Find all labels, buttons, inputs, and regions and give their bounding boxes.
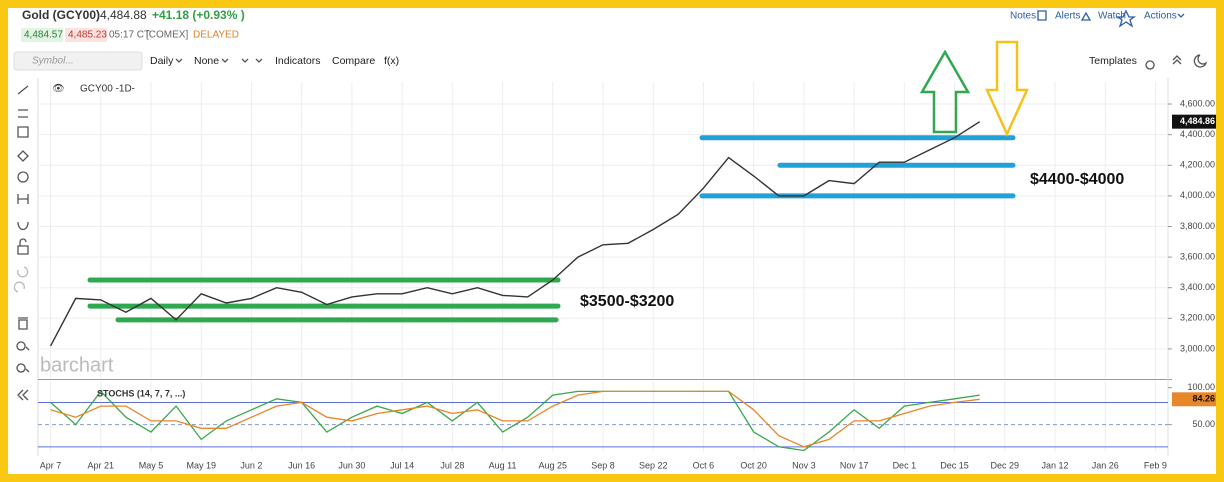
annotation: $4400-$4000 [1030,171,1124,188]
undo-redo [13,266,29,293]
x-tick-label: May 5 [139,460,164,470]
toolbar-icons [175,54,1208,70]
x-tick-label: Dec 1 [893,460,917,470]
y-tick-label: 4,200.00 [1180,160,1215,170]
compare[interactable]: Compare [332,55,375,67]
x-tick-label: Sep 22 [639,460,668,470]
interval[interactable]: Daily [150,55,174,67]
y-tick-label: 3,200.00 [1180,313,1215,323]
y-tick-label: 4,400.00 [1180,129,1215,139]
series-line [49,121,981,347]
x-tick-label: Jun 16 [288,460,315,470]
x-tick-label: Aug 25 [539,460,568,470]
price-change: +41.18 (+0.93% ) [152,8,245,22]
indicators[interactable]: Indicators [275,55,321,67]
last-price: 4,484.88 [100,8,147,22]
watch[interactable]: Watch [1098,11,1126,22]
x-tick-label: Jan 12 [1041,460,1068,470]
price-legend: GCY00 -1D- [80,84,135,95]
x-tick-label: Jul 28 [440,460,464,470]
x-tick-label: Jan 26 [1092,460,1119,470]
ask-bg [65,28,107,42]
x-tick-label: Nov 3 [792,460,816,470]
last-value-tag [1172,392,1216,407]
watermark: barchart [40,354,114,376]
aggregation[interactable]: None [194,55,219,67]
search-box[interactable] [13,51,143,71]
actions-menu[interactable]: Actions [1144,11,1177,22]
x-tick-label: Nov 17 [840,460,869,470]
y-tick-label: 50.00 [1192,419,1215,429]
function[interactable]: f(x) [384,55,399,67]
y-tick-label: 4,600.00 [1180,98,1215,108]
y-tick-label: 3,800.00 [1180,221,1215,231]
header-icons [1037,9,1185,28]
y-tick-label: 100.00 [1187,382,1215,392]
bid: 4,484.57 [24,30,63,41]
x-tick-label: Oct 6 [693,460,715,470]
status: DELAYED [193,30,239,41]
x-tick-label: Jun 30 [338,460,365,470]
last-value-tag [1172,114,1216,129]
x-tick-label: Oct 20 [740,460,767,470]
plot-area: Apr 7 Apr 21 May 5 May 19 Jun 2 Jun 16 Jun 30 J… [38,82,1216,470]
x-tick-label: Aug 11 [489,460,517,470]
down-arrow [985,40,1029,138]
y-tick-label: 3,000.00 [1180,343,1215,353]
x-tick-label: Feb 9 [1144,460,1167,470]
time: 05:17 CT [109,30,150,41]
series-line [50,390,980,448]
exchange: [COMEX] [146,30,188,41]
legend-eye: 👁 [52,84,65,95]
x-tick-label: Apr 7 [40,460,62,470]
ask: 4,485.23 [68,30,107,41]
x-tick-label: Jun 2 [240,460,262,470]
x-tick-label: Jul 14 [390,460,414,470]
y-tick-label: 4,000.00 [1180,190,1215,200]
x-tick-label: Dec 15 [940,460,969,470]
y-tick-label: 3,400.00 [1180,282,1215,292]
symbol-name: Gold (GCY00) [22,8,100,22]
last-value-label: 84.26 [1192,394,1215,404]
alerts[interactable]: Alerts [1055,11,1081,22]
y-tick-label: 3,600.00 [1180,251,1215,261]
x-tick-label: May 19 [186,460,216,470]
search-placeholder: Symbol... [32,56,74,67]
notes[interactable]: Notes [1010,11,1036,22]
x-tick-label: Sep 8 [591,460,615,470]
stoch-title: STOCHS (14, 7, 7, ...) [97,388,185,398]
bid-bg [21,28,63,42]
drawing-tools [16,85,30,401]
x-tick-label: Apr 21 [88,460,115,470]
last-value-label: 4,484.86 [1180,116,1215,126]
up-arrow [919,49,971,134]
series-line [50,390,980,452]
x-tick-label: Dec 29 [991,460,1020,470]
annotation: $3500-$3200 [580,293,674,310]
templates[interactable]: Templates [1089,55,1137,67]
